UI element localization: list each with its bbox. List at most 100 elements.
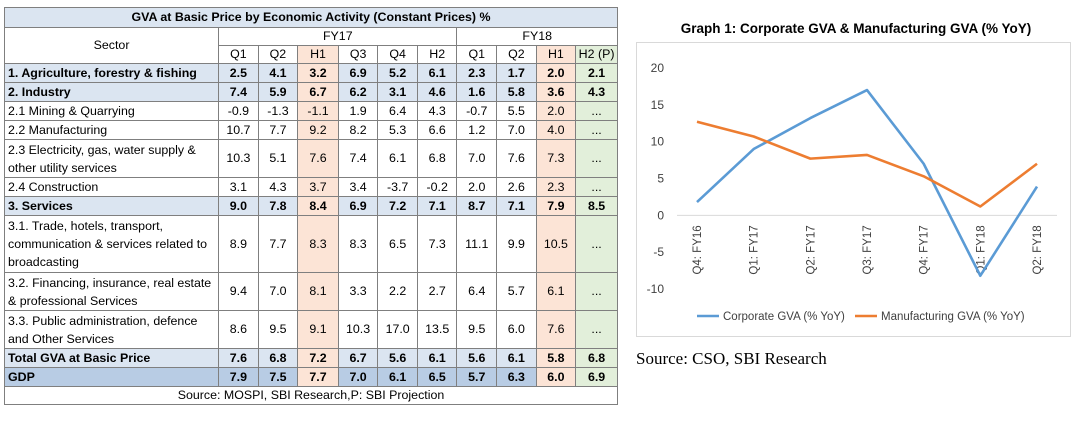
- value-cell: 8.1: [297, 272, 339, 311]
- y-tick-label: 5: [657, 172, 664, 186]
- sector-cell: 2.3 Electricity, gas, water supply & oth…: [3, 139, 220, 178]
- value-cell: 6.1: [416, 348, 458, 368]
- value-cell: 7.6: [218, 348, 259, 368]
- value-cell: ...: [575, 101, 618, 121]
- table-row: 2.2 Manufacturing 10.7 7.7 9.2 8.2 5.3 6.6 1.2 7…: [3, 120, 618, 140]
- legend-label: Corporate GVA (% YoY): [723, 311, 845, 323]
- value-cell: -1.1: [297, 101, 339, 121]
- value-cell: 10.3: [218, 139, 259, 178]
- value-cell: ...: [575, 139, 618, 178]
- x-tick-label: Q2: FY18: [1032, 225, 1044, 274]
- x-tick-label: Q4: FY16: [692, 225, 704, 274]
- table-row: 3.2. Financing, insurance, real estate &…: [3, 272, 618, 311]
- legend-label: Manufacturing GVA (% YoY): [881, 311, 1025, 323]
- value-cell: 7.4: [218, 82, 259, 102]
- table-row: 2.1 Mining & Quarrying -0.9 -1.3 -1.1 1.9 6.4…: [3, 101, 618, 121]
- chart-frame: -10 -5 0 5 10 15 20 Q4: FY16 Q1: FY17 Q2: FY17 Q3:…: [636, 42, 1071, 337]
- sector-cell: 3.2. Financing, insurance, real estate &…: [3, 272, 220, 311]
- value-cell: 6.5: [416, 367, 458, 387]
- table-row: 2.4 Construction 3.1 4.3 3.7 3.4 -3.7 -0.2 2.0 2…: [3, 177, 618, 197]
- value-cell: -3.7: [377, 177, 418, 197]
- table-row: 3.1. Trade, hotels, transport, communica…: [3, 215, 618, 273]
- y-tick-label: -10: [647, 282, 665, 296]
- sub-header-cell: Q2: [496, 45, 537, 64]
- value-cell: 6.8: [575, 348, 618, 368]
- table-row: Total GVA at Basic Price 7.6 6.8 7.2 6.7 5.6 6…: [3, 348, 618, 368]
- value-cell: ...: [575, 272, 618, 311]
- value-cell: 6.1: [496, 348, 537, 368]
- value-cell: 7.0: [257, 272, 299, 311]
- value-cell: ...: [575, 215, 618, 273]
- value-cell: 2.6: [496, 177, 537, 197]
- value-cell: 2.1: [575, 63, 618, 83]
- sub-header-cell: H1: [535, 45, 577, 64]
- sub-header-cell: Q4: [377, 45, 418, 64]
- value-cell: 5.8: [535, 348, 577, 368]
- sector-cell: 3.3. Public administration, defence and …: [3, 310, 220, 349]
- value-cell: 9.4: [218, 272, 259, 311]
- value-cell: 7.2: [377, 196, 418, 216]
- value-cell: 7.0: [337, 367, 379, 387]
- value-cell: 3.1: [377, 82, 418, 102]
- table-row: 3.3. Public administration, defence and …: [3, 310, 618, 349]
- value-cell: 9.1: [297, 310, 339, 349]
- value-cell: 10.7: [218, 120, 259, 140]
- value-cell: 7.6: [496, 139, 537, 178]
- value-cell: 2.2: [377, 272, 418, 311]
- value-cell: 8.3: [297, 215, 339, 273]
- series-line-1: [696, 120, 1038, 208]
- table-row: 3. Services 9.0 7.8 8.4 6.9 7.2 7.1 8.7 7.1 7.9 8.…: [3, 196, 618, 216]
- table-title: GVA at Basic Price by Economic Activity …: [4, 7, 618, 28]
- x-tick-label: Q1: FY17: [749, 225, 761, 274]
- x-tick-label: Q3: FY17: [862, 225, 874, 274]
- value-cell: 2.3: [456, 63, 498, 83]
- value-cell: 8.7: [456, 196, 498, 216]
- sector-cell: 1. Agriculture, forestry & fishing: [3, 63, 220, 83]
- value-cell: 7.0: [456, 139, 498, 178]
- table-row: 2. Industry 7.4 5.9 6.7 6.2 3.1 4.6 1.6 5.8 3.6 4.…: [3, 82, 618, 102]
- value-cell: 5.7: [496, 272, 537, 311]
- value-cell: 2.0: [535, 63, 577, 83]
- value-cell: 8.6: [218, 310, 259, 349]
- value-cell: 7.0: [496, 120, 537, 140]
- chart-source: Source: CSO, SBI Research: [636, 349, 827, 368]
- x-tick-label: Q1: FY18: [975, 225, 987, 274]
- value-cell: 2.3: [535, 177, 577, 197]
- chart-title: Graph 1: Corporate GVA & Manufacturing G…: [680, 21, 1032, 36]
- value-cell: 5.2: [377, 63, 418, 83]
- table-row: GDP 7.9 7.5 7.7 7.0 6.1 6.5 5.7 6.3 6.0 6.9: [3, 367, 618, 387]
- sub-header-cell: Q1: [456, 45, 498, 64]
- value-cell: 5.6: [456, 348, 498, 368]
- value-cell: 7.6: [535, 310, 577, 349]
- value-cell: 7.3: [416, 215, 458, 273]
- sub-header-cell: Q1: [218, 45, 259, 64]
- value-cell: 6.1: [416, 63, 458, 83]
- value-cell: 10.3: [337, 310, 379, 349]
- value-cell: 3.2: [297, 63, 339, 83]
- value-cell: 8.5: [575, 196, 618, 216]
- table-row: 1. Agriculture, forestry & fishing 2.5 4.1…: [3, 63, 618, 83]
- y-tick-label: -5: [653, 245, 664, 259]
- value-cell: ...: [575, 310, 618, 349]
- value-cell: 4.6: [416, 82, 458, 102]
- value-cell: 3.1: [218, 177, 259, 197]
- sector-cell: 2. Industry: [3, 82, 220, 102]
- value-cell: 6.1: [535, 272, 577, 311]
- value-cell: 1.9: [337, 101, 379, 121]
- value-cell: 7.7: [257, 215, 299, 273]
- sub-header-cell: Q3: [337, 45, 379, 64]
- table-row: 2.3 Electricity, gas, water supply & oth…: [3, 139, 618, 178]
- value-cell: 9.2: [297, 120, 339, 140]
- value-cell: 9.0: [218, 196, 259, 216]
- gva-table-panel: GVA at Basic Price by Economic Activity …: [3, 7, 618, 405]
- value-cell: 6.7: [337, 348, 379, 368]
- value-cell: 6.0: [535, 367, 577, 387]
- sector-cell: 3.1. Trade, hotels, transport, communica…: [3, 215, 220, 273]
- value-cell: 7.1: [416, 196, 458, 216]
- value-cell: 6.8: [257, 348, 299, 368]
- gva-table: GVA at Basic Price by Economic Activity …: [3, 7, 618, 405]
- value-cell: 6.0: [496, 310, 537, 349]
- value-cell: 3.3: [337, 272, 379, 311]
- value-cell: 13.5: [416, 310, 458, 349]
- value-cell: 5.1: [257, 139, 299, 178]
